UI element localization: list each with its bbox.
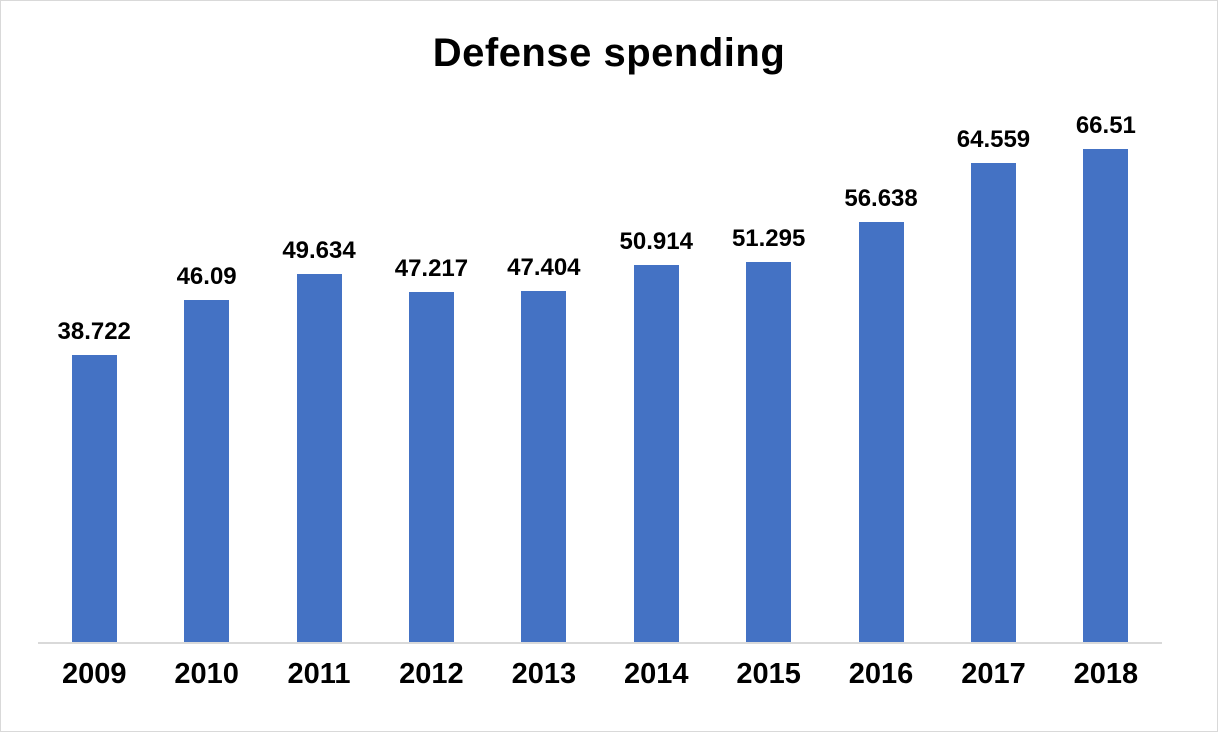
- bar-2017: [970, 163, 1016, 642]
- bar-column-2012: 47.217: [375, 86, 487, 642]
- bar-2010: [184, 300, 230, 642]
- value-label-2011: 49.634: [282, 237, 356, 265]
- value-label-2009: 38.722: [57, 317, 131, 345]
- value-label-2015: 51.295: [731, 224, 806, 252]
- bar-column-2014: 50.914: [600, 86, 712, 642]
- value-label-2016: 56.638: [844, 185, 918, 213]
- x-axis-label-2015: 2015: [736, 658, 801, 690]
- bar-column-2016: 56.638: [825, 86, 937, 642]
- plot-area: 38.722 46.09 49.634 47.217 47.404 50.914 51.29…: [38, 86, 1162, 642]
- bar-2014: [633, 264, 679, 642]
- bar-2018: [1083, 148, 1129, 642]
- chart-title: Defense spending: [432, 31, 786, 75]
- x-axis-label-2013: 2013: [511, 658, 577, 690]
- x-axis-label-2016: 2016: [848, 658, 914, 690]
- value-label-2012: 47.217: [394, 254, 469, 282]
- x-axis-label-2010: 2010: [174, 658, 239, 690]
- x-axis-line: [38, 642, 1162, 644]
- x-axis-label-2011: 2011: [287, 658, 351, 690]
- x-axis-label-2009: 2009: [61, 658, 127, 690]
- value-label-2013: 47.404: [507, 253, 581, 281]
- x-axis-label-2018: 2018: [1073, 658, 1139, 690]
- bar-column-2015: 51.295: [712, 86, 824, 642]
- value-label-2010: 46.09: [176, 263, 237, 291]
- bar-column-2018: 66.51: [1050, 86, 1162, 642]
- bar-column-2009: 38.722: [38, 86, 150, 642]
- x-axis-label-2017: 2017: [961, 658, 1026, 690]
- bar-2009: [71, 354, 117, 642]
- x-axis-labels: 2009 2010 2011 2012 2013 2014 2015 2016 2017 2018: [38, 658, 1162, 691]
- bar-column-2017: 64.559: [937, 86, 1049, 642]
- bar-column-2013: 47.404: [488, 86, 600, 642]
- value-label-2017: 64.559: [956, 126, 1031, 154]
- x-axis-label-2014: 2014: [623, 658, 689, 690]
- x-axis-label-2012: 2012: [399, 658, 464, 690]
- bar-2013: [521, 290, 567, 642]
- bar-column-2011: 49.634: [263, 86, 375, 642]
- bar-2016: [858, 222, 904, 642]
- bar-2012: [408, 291, 454, 642]
- bar-2011: [296, 274, 342, 642]
- value-label-2018: 66.51: [1075, 111, 1136, 139]
- value-label-2014: 50.914: [619, 227, 693, 255]
- bar-2015: [746, 261, 792, 642]
- bar-column-2010: 46.09: [150, 86, 262, 642]
